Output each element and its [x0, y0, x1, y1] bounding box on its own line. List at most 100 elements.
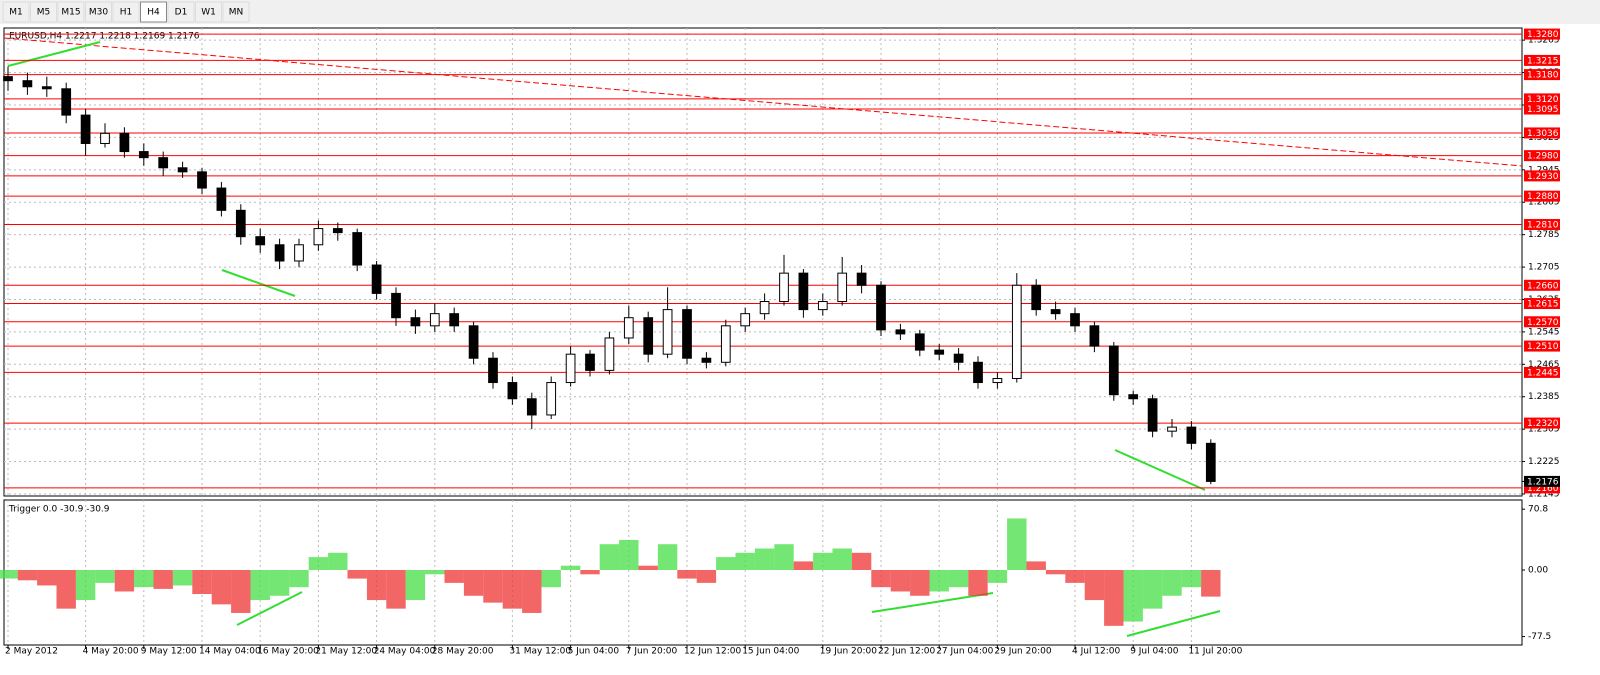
candle-body [352, 232, 363, 266]
timeframe-button[interactable] [195, 1, 222, 23]
histogram-bar [153, 569, 173, 589]
timeframe-button[interactable] [112, 1, 140, 23]
candle-body [41, 86, 52, 90]
level-label-box [1524, 190, 1560, 202]
timeframe-button[interactable] [167, 1, 195, 23]
x-tick-label: 16 May 20:00 [257, 647, 319, 657]
level-label: 1.2445 [1527, 368, 1559, 378]
x-tick-label: 21 May 12:00 [315, 647, 377, 657]
y-tick-label: 1.2145 [1528, 489, 1560, 499]
histogram-bar [289, 569, 309, 588]
histogram-bar [37, 569, 57, 586]
y-tick-label: 1.2945 [1528, 165, 1560, 175]
candle-body [80, 114, 91, 144]
timeframe-label[interactable]: D1 [175, 8, 188, 18]
timeframe-button[interactable] [2, 1, 30, 23]
histogram-bar [328, 552, 348, 570]
level-label-box [1524, 54, 1560, 66]
x-tick-label: 19 Jun 20:00 [820, 647, 877, 657]
histogram-bar [1065, 569, 1085, 583]
x-tick-label: 9 May 12:00 [141, 647, 197, 657]
timeframe-label[interactable]: H1 [120, 8, 133, 18]
candle-body [1070, 313, 1080, 327]
timeframe-button[interactable] [222, 1, 250, 23]
level-label-box [1524, 103, 1560, 115]
candle-body [255, 236, 266, 246]
candle-body [585, 353, 595, 371]
histogram-bar [250, 569, 270, 601]
level-label: 1.2615 [1527, 300, 1559, 310]
candle-body [158, 157, 169, 169]
candle-body [526, 398, 537, 416]
candle-body [100, 132, 110, 144]
level-label: 1.2570 [1527, 318, 1559, 328]
x-tick-label: 27 Jun 04:00 [936, 647, 993, 657]
level-label-box [1524, 69, 1560, 81]
histogram-bar [619, 539, 639, 570]
candle-body [1031, 284, 1042, 311]
timeframe-button[interactable] [57, 1, 85, 23]
candle-body [720, 325, 731, 363]
x-tick-label: 15 Jun 04:00 [742, 647, 799, 657]
histogram-bar [599, 544, 620, 570]
y-tick-label: 1.2465 [1528, 360, 1560, 370]
candle-body [565, 353, 576, 384]
candle-body [313, 228, 324, 246]
histogram-bar [948, 569, 969, 588]
histogram-bar [813, 552, 833, 570]
histogram-bar [366, 569, 387, 601]
candle-body [1205, 442, 1216, 482]
timeframe-label[interactable]: MN [229, 8, 244, 18]
candle-body [1128, 394, 1139, 400]
histogram-bar [657, 544, 678, 570]
y-tick-label: 0.00 [1528, 565, 1548, 575]
timeframe-button[interactable] [30, 1, 57, 23]
timeframe-label[interactable]: M30 [89, 8, 108, 18]
level-label-box [1524, 366, 1560, 378]
histogram-bar [211, 569, 232, 605]
y-tick-label: 1.2545 [1528, 327, 1560, 337]
histogram-bar [560, 565, 581, 570]
candle-body [895, 329, 906, 335]
candle-body [1167, 426, 1177, 432]
timeframe-label[interactable]: M5 [37, 8, 51, 18]
divergence-line [7, 41, 101, 67]
timeframe-label[interactable]: W1 [201, 8, 216, 18]
histogram-bar [929, 569, 949, 592]
histogram-bar [502, 569, 523, 609]
timeframe-button[interactable] [140, 1, 167, 23]
timeframe-label[interactable]: M1 [9, 8, 23, 18]
candle-body [876, 284, 886, 331]
histogram-bar [793, 561, 814, 570]
histogram-bar [1007, 518, 1027, 570]
histogram-bar [0, 569, 18, 579]
histogram-bar [910, 569, 930, 596]
timeframe-button[interactable] [85, 1, 112, 23]
candle-body [623, 317, 634, 339]
candle-body [1147, 398, 1158, 432]
candle-body [759, 301, 770, 315]
candle-body [235, 209, 246, 238]
chart-title: EURUSD,H4 1.2217 1.2218 1.2169 1.2176 [9, 32, 200, 42]
level-label: 1.2510 [1527, 342, 1559, 352]
timeframe-label[interactable]: H4 [147, 8, 160, 18]
histogram-bar [968, 569, 988, 596]
candle-body [332, 228, 343, 234]
level-label: 1.2980 [1527, 152, 1559, 162]
histogram-bar [75, 569, 96, 601]
level-label-box [1524, 170, 1560, 182]
x-tick-label: 22 Jun 12:00 [878, 647, 935, 657]
histogram-bar [463, 569, 484, 596]
histogram-bar [987, 569, 1008, 583]
histogram-bar [405, 569, 426, 601]
histogram-bar [425, 569, 445, 575]
x-tick-label: 2 May 2012 [5, 647, 58, 657]
histogram-bar [56, 569, 76, 609]
level-label: 1.3180 [1527, 71, 1559, 81]
level-label-box [1524, 279, 1560, 291]
timeframe-label[interactable]: M15 [61, 8, 80, 18]
histogram-bar [308, 557, 329, 570]
histogram-bar [269, 569, 290, 596]
x-tick-label: 12 Jun 12:00 [684, 647, 741, 657]
